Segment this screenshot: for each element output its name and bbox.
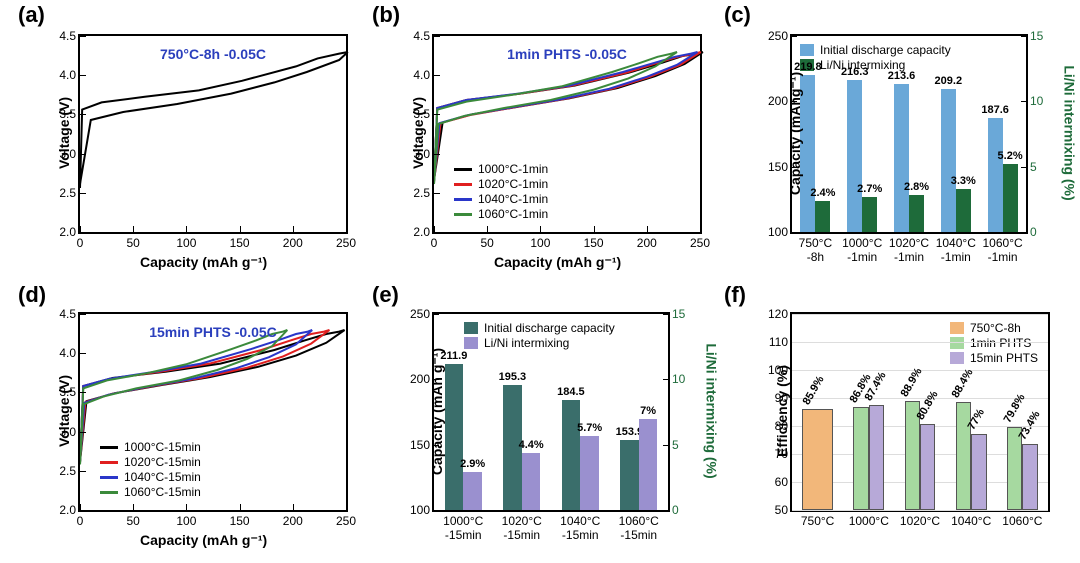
chart-d-xlabel: Capacity (mAh g⁻¹): [140, 532, 267, 549]
panel-label-c: (c): [724, 2, 751, 28]
chart-d-title: 15min PHTS -0.05C: [149, 324, 277, 340]
chart-d-legend: 1000°C-15min1020°C-15min1040°C-15min1060…: [100, 439, 201, 500]
chart-b-title: 1min PHTS -0.05C: [507, 46, 627, 62]
chart-c-y2label: Li/Ni intermixing (%): [1062, 65, 1078, 200]
chart-b: 1min PHTS -0.05C 1000°C-1min1020°C-1min1…: [432, 34, 702, 234]
chart-f: 750°C-8h1min PHTS15min PHTS 506070809010…: [790, 312, 1050, 512]
chart-e-legend: Initial discharge capacityLi/Ni intermix…: [464, 320, 615, 351]
chart-a-svg: [80, 36, 350, 236]
chart-a-ylabel: Voltage (V): [56, 97, 72, 169]
chart-b-legend: 1000°C-1min1020°C-1min1040°C-1min1060°C-…: [454, 161, 548, 222]
chart-e-y2label: Li/Ni intermixing (%): [704, 343, 720, 478]
panel-label-e: (e): [372, 282, 399, 308]
chart-b-ylabel: Voltage (V): [410, 97, 426, 169]
chart-a-xlabel: Capacity (mAh g⁻¹): [140, 254, 267, 271]
panel-label-d: (d): [18, 282, 46, 308]
chart-c-y1label: Capacity (mAhg⁻¹): [787, 72, 804, 195]
chart-d: 15min PHTS -0.05C 1000°C-15min1020°C-15m…: [78, 312, 348, 512]
chart-a: 750°C-8h -0.05C 0501001502002502.02.53.0…: [78, 34, 348, 234]
chart-c-legend: Initial discharge capacityLi/Ni intermix…: [800, 42, 951, 73]
panel-label-b: (b): [372, 2, 400, 28]
chart-f-ylabel: Efficiency (%): [774, 365, 790, 457]
chart-e: Initial discharge capacityLi/Ni intermix…: [432, 312, 670, 512]
chart-b-xlabel: Capacity (mAh g⁻¹): [494, 254, 621, 271]
panel-label-a: (a): [18, 2, 45, 28]
chart-e-y1label: Capacity (mAh g⁻¹): [429, 348, 446, 475]
chart-a-title: 750°C-8h -0.05C: [160, 46, 266, 62]
chart-f-legend: 750°C-8h1min PHTS15min PHTS: [950, 320, 1038, 366]
panel-label-f: (f): [724, 282, 746, 308]
chart-c: Initial discharge capacityLi/Ni intermix…: [790, 34, 1028, 234]
figure: (a) (b) (c) (d) (e) (f) 750°C-8h -0.05C …: [0, 0, 1080, 563]
chart-d-ylabel: Voltage (V): [56, 375, 72, 447]
